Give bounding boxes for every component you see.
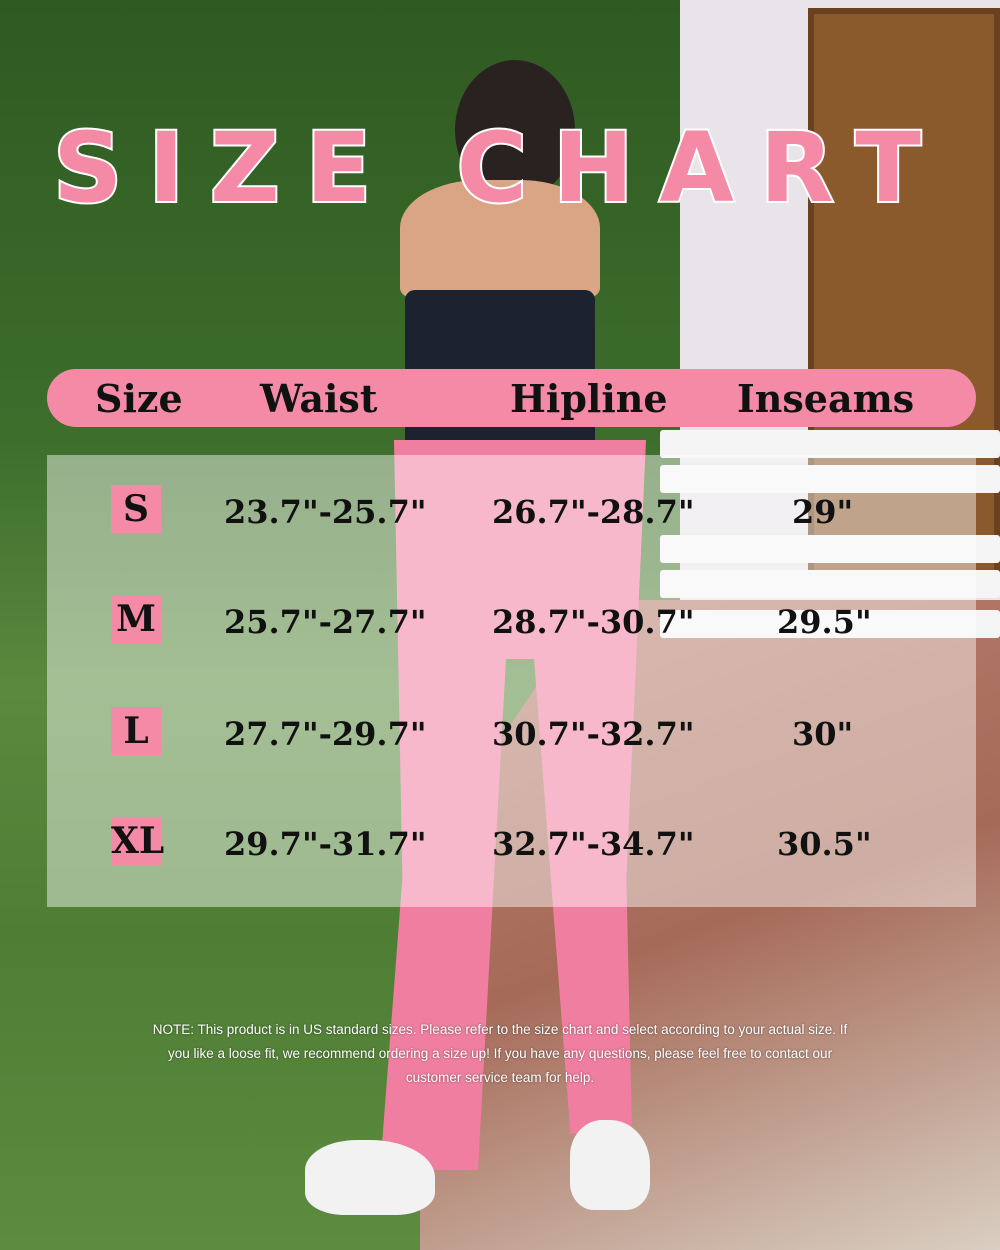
white-bench <box>650 420 1000 890</box>
shoe <box>570 1120 650 1210</box>
table-header: Size Waist Hipline Inseams <box>47 369 976 427</box>
size-label: M <box>111 595 161 643</box>
model-shoulders <box>400 180 600 300</box>
inseam-value: 29.5" <box>777 603 872 641</box>
size-label: L <box>111 707 161 755</box>
table-row: L 27.7"-29.7" 30.7"-32.7" 30" <box>47 707 976 763</box>
size-label: XL <box>111 817 164 865</box>
table-row: XL 29.7"-31.7" 32.7"-34.7" 30.5" <box>47 817 976 873</box>
hipline-value: 28.7"-30.7" <box>492 603 695 641</box>
header-size: Size <box>95 375 183 421</box>
size-note: NOTE: This product is in US standard siz… <box>152 1022 848 1085</box>
header-waist: Waist <box>260 375 378 421</box>
hipline-value: 32.7"-34.7" <box>492 825 695 863</box>
hipline-value: 26.7"-28.7" <box>492 493 695 531</box>
header-inseams: Inseams <box>737 375 915 421</box>
inseam-value: 30" <box>792 715 854 753</box>
size-label: S <box>111 485 161 533</box>
shoe <box>305 1140 435 1215</box>
table-row: S 23.7"-25.7" 26.7"-28.7" 29" <box>47 485 976 541</box>
header-hipline: Hipline <box>510 375 668 421</box>
page-title: SIZE CHART <box>51 110 947 226</box>
inseam-value: 30.5" <box>777 825 872 863</box>
hipline-value: 30.7"-32.7" <box>492 715 695 753</box>
size-table: S 23.7"-25.7" 26.7"-28.7" 29" M 25.7"-27… <box>47 455 976 907</box>
waist-value: 25.7"-27.7" <box>224 603 427 641</box>
model-hair <box>455 60 575 200</box>
waist-value: 29.7"-31.7" <box>224 825 427 863</box>
table-row: M 25.7"-27.7" 28.7"-30.7" 29.5" <box>47 595 976 651</box>
waist-value: 27.7"-29.7" <box>224 715 427 753</box>
inseam-value: 29" <box>792 493 854 531</box>
waist-value: 23.7"-25.7" <box>224 493 427 531</box>
